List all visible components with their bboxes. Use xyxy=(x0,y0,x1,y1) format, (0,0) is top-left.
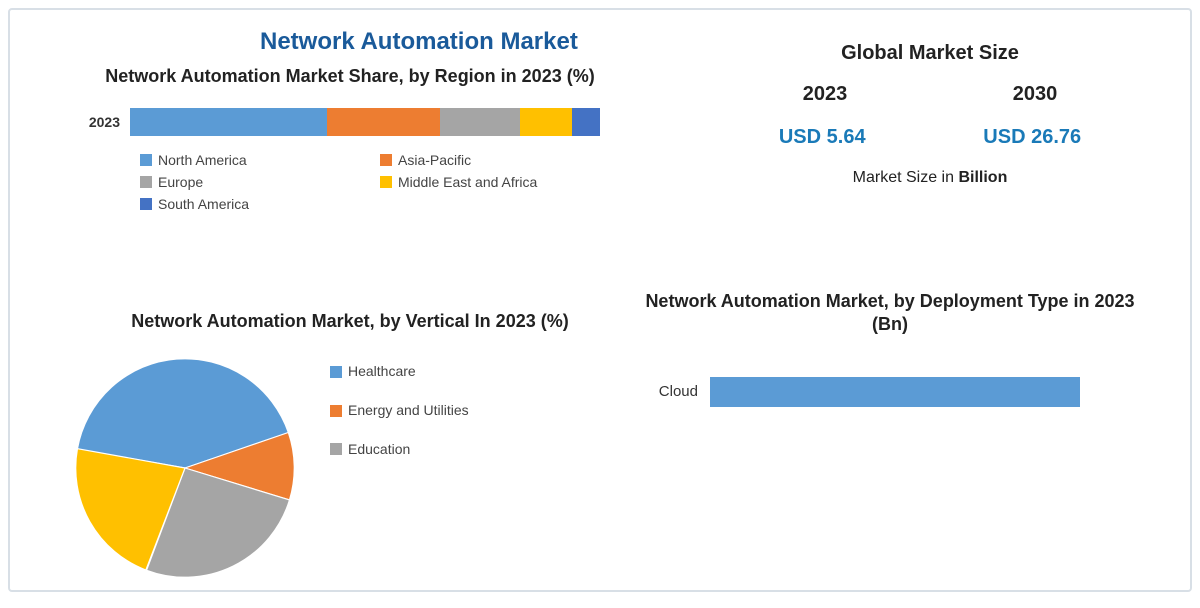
region-stacked-row: 2023 xyxy=(70,108,630,136)
gms-value-1: USD 26.76 xyxy=(983,126,1081,149)
legend-label: Healthcare xyxy=(348,363,416,380)
global-market-size-block: Global Market Size 2023 2030 USD 5.64 US… xyxy=(720,42,1140,187)
gms-note-prefix: Market Size in xyxy=(853,169,959,186)
legend-swatch-icon xyxy=(140,176,152,188)
pie-legend-item-1: Energy and Utilities xyxy=(330,402,469,419)
deploy-bar xyxy=(710,377,1080,407)
region-legend-item-4: South America xyxy=(140,196,350,212)
region-seg-2 xyxy=(440,108,520,136)
deployment-title: Network Automation Market, by Deployment… xyxy=(640,290,1140,337)
gms-year-1: 2030 xyxy=(1013,83,1058,106)
pie-legend-item-2: Education xyxy=(330,441,469,458)
pie-row: Healthcare Energy and Utilities Education xyxy=(70,353,630,583)
gms-years-row: 2023 2030 xyxy=(720,83,1140,106)
region-chart-title: Network Automation Market Share, by Regi… xyxy=(70,65,630,88)
legend-swatch-icon xyxy=(140,198,152,210)
region-seg-0 xyxy=(130,108,327,136)
region-legend: North America Asia-Pacific Europe Middle Ea… xyxy=(140,152,620,212)
deploy-row-0: Cloud xyxy=(640,377,1140,407)
pie-chart-canvas xyxy=(70,353,300,583)
gms-title: Global Market Size xyxy=(720,42,1140,65)
deployment-rows: Cloud xyxy=(640,377,1140,407)
region-stacked-bar xyxy=(130,108,600,136)
main-title: Network Automation Market xyxy=(260,28,578,56)
gms-year-0: 2023 xyxy=(803,83,848,106)
legend-swatch-icon xyxy=(380,176,392,188)
deployment-bar-chart: Network Automation Market, by Deployment… xyxy=(640,290,1140,407)
region-row-label: 2023 xyxy=(70,114,130,130)
gms-note: Market Size in Billion xyxy=(720,169,1140,187)
gms-values-row: USD 5.64 USD 26.76 xyxy=(720,126,1140,149)
region-legend-item-2: Europe xyxy=(140,174,350,190)
region-seg-4 xyxy=(572,108,600,136)
pie-legend: Healthcare Energy and Utilities Education xyxy=(330,353,469,457)
pie-svg xyxy=(70,353,300,583)
legend-label: Europe xyxy=(158,174,203,190)
deploy-label: Cloud xyxy=(640,383,710,400)
region-legend-item-3: Middle East and Africa xyxy=(380,174,590,190)
region-legend-item-0: North America xyxy=(140,152,350,168)
region-legend-item-1: Asia-Pacific xyxy=(380,152,590,168)
pie-title: Network Automation Market, by Vertical I… xyxy=(70,310,630,333)
gms-note-bold: Billion xyxy=(958,169,1007,186)
pie-legend-item-0: Healthcare xyxy=(330,363,469,380)
legend-label: North America xyxy=(158,152,247,168)
legend-label: Asia-Pacific xyxy=(398,152,471,168)
legend-swatch-icon xyxy=(330,443,342,455)
region-share-chart: Network Automation Market Share, by Regi… xyxy=(70,65,630,212)
legend-label: South America xyxy=(158,196,249,212)
legend-label: Energy and Utilities xyxy=(348,402,469,419)
legend-label: Education xyxy=(348,441,410,458)
legend-swatch-icon xyxy=(330,405,342,417)
infographic-frame: Network Automation Market Network Automa… xyxy=(8,8,1192,592)
legend-swatch-icon xyxy=(330,366,342,378)
region-seg-1 xyxy=(327,108,440,136)
legend-label: Middle East and Africa xyxy=(398,174,537,190)
gms-value-0: USD 5.64 xyxy=(779,126,866,149)
legend-swatch-icon xyxy=(380,154,392,166)
region-seg-3 xyxy=(520,108,572,136)
vertical-pie-chart: Network Automation Market, by Vertical I… xyxy=(70,310,630,583)
legend-swatch-icon xyxy=(140,154,152,166)
